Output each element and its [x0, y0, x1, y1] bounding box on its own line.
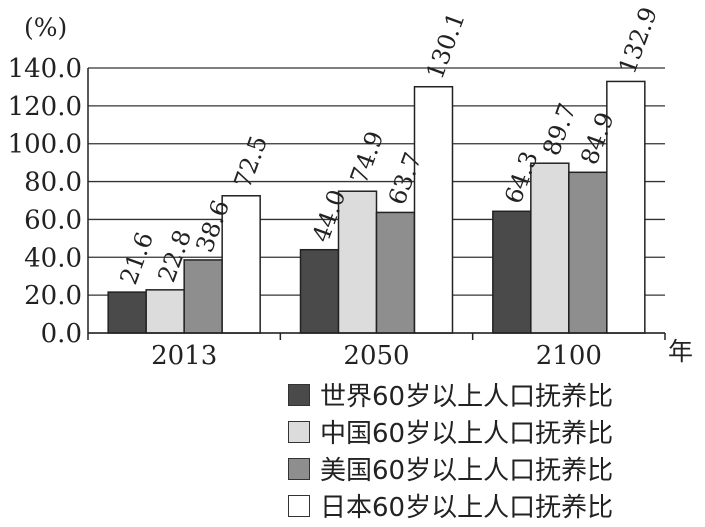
legend-label: 美国60岁以上人口抚养比: [320, 456, 614, 486]
bar: [337, 190, 378, 334]
data-label: 130.1: [421, 9, 471, 83]
y-axis-ticks: 0.0 20.0 40.0 60.0 80.0 100.0 120.0 140.0: [8, 54, 82, 349]
x-tick-label: 2100: [536, 341, 602, 371]
y-tick-label: 140.0: [8, 54, 82, 84]
bar: [107, 291, 147, 334]
bar: [183, 259, 223, 334]
bar: [299, 248, 340, 334]
legend-item: 中国60岁以上人口抚养比: [288, 413, 698, 450]
bar: [375, 211, 416, 334]
data-label: 21.6: [114, 228, 159, 288]
legend-swatch: [288, 420, 310, 443]
y-tick-label: 20.0: [24, 281, 82, 311]
y-tick-label: 60.0: [24, 205, 82, 235]
legend-label: 中国60岁以上人口抚养比: [320, 419, 614, 449]
x-axis-label: 年: [668, 337, 693, 366]
y-tick-label: 0.0: [41, 319, 82, 349]
legend-item: 世界60岁以上人口抚养比: [288, 376, 698, 413]
x-tick-label: 2050: [343, 341, 409, 371]
bar: [145, 289, 185, 334]
legend: 世界60岁以上人口抚养比 中国60岁以上人口抚养比 美国60岁以上人口抚养比 日本60…: [288, 376, 698, 524]
bar: [568, 171, 608, 334]
legend-label: 日本60岁以上人口抚养比: [320, 493, 614, 523]
y-axis-label: (%): [24, 13, 67, 42]
y-tick-label: 100.0: [8, 130, 82, 160]
data-label: 72.5: [228, 132, 273, 192]
bars: [107, 80, 646, 334]
legend-item: 美国60岁以上人口抚养比: [288, 450, 698, 487]
data-label: 74.9: [345, 127, 390, 187]
legend-swatch: [288, 457, 310, 480]
bar: [492, 210, 532, 334]
data-label: 89.7: [537, 99, 582, 159]
y-tick-label: 120.0: [8, 92, 82, 122]
y-tick-label: 40.0: [24, 243, 82, 273]
y-tick-label: 80.0: [24, 168, 82, 198]
legend-swatch: [288, 383, 310, 406]
data-label: 132.9: [613, 3, 663, 77]
bar: [221, 195, 261, 334]
bar: [413, 85, 454, 334]
x-tick-label: 2013: [151, 341, 217, 371]
x-axis-ticks: 2013 2050 2100: [151, 341, 602, 371]
legend-item: 日本60岁以上人口抚养比: [288, 487, 698, 524]
bar: [530, 162, 570, 334]
legend-swatch: [288, 494, 310, 517]
legend-label: 世界60岁以上人口抚养比: [320, 382, 614, 412]
